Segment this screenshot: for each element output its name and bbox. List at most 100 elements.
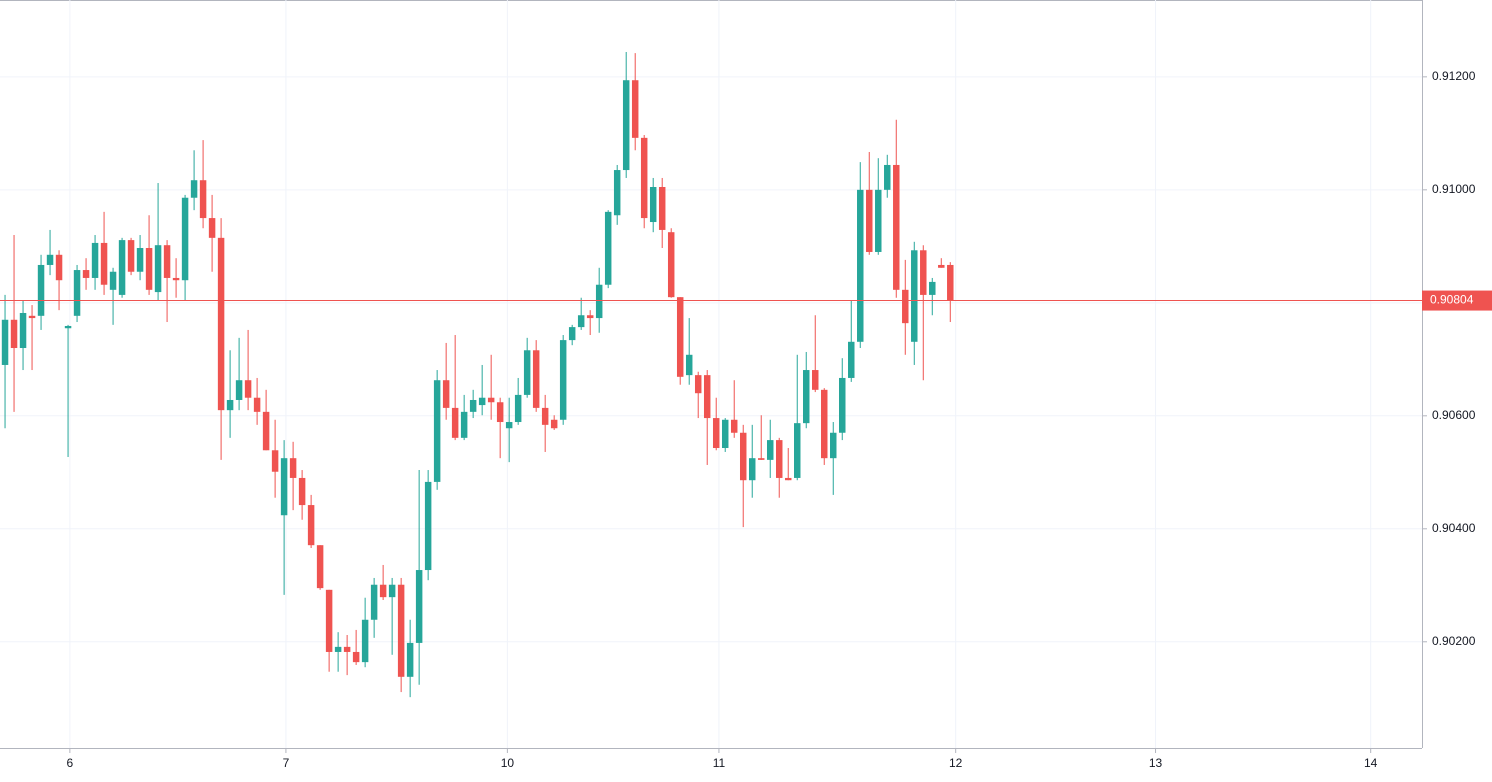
candle-body (397, 584, 405, 677)
candle-body (830, 432, 837, 459)
candle-body (316, 545, 324, 589)
candle-body (334, 646, 342, 652)
candle-body (604, 211, 612, 285)
candle-body (235, 380, 243, 400)
candle-body (127, 240, 135, 272)
candle-body (586, 315, 594, 319)
candle-body (730, 419, 738, 433)
candle-body (478, 397, 486, 406)
candle-body (775, 440, 783, 478)
candle-body (929, 281, 936, 295)
candle-body (298, 477, 306, 506)
candle-body (424, 481, 432, 571)
candle-body (884, 164, 891, 190)
candle-body (217, 237, 225, 411)
x-tick-label: 10 (501, 756, 515, 770)
x-tick-label: 7 (283, 756, 290, 770)
candle-body (1, 319, 9, 365)
candle-body (388, 584, 396, 598)
x-tick-label: 11 (713, 756, 726, 770)
candle-body (37, 264, 45, 316)
candle-body (550, 419, 558, 429)
candle-body (289, 458, 297, 478)
candle-body (460, 411, 468, 438)
candle-body (568, 327, 576, 341)
candle-body (469, 399, 477, 412)
last-price-label: 0.90804 (1430, 293, 1474, 307)
candle-body (821, 389, 828, 459)
candle-body (55, 254, 63, 281)
candle-body (911, 250, 918, 342)
candle-body (451, 407, 459, 438)
candle-body (739, 432, 747, 481)
candle-body (757, 458, 765, 460)
candle-body (920, 250, 927, 295)
candle-body (694, 375, 702, 394)
candle-body (893, 164, 900, 290)
candle-body (577, 315, 585, 328)
candle-body (28, 315, 36, 319)
candle-body (118, 240, 126, 295)
candle-body (145, 248, 153, 290)
candle-body (280, 458, 288, 516)
candle-body (613, 170, 621, 216)
last-price-box (1422, 290, 1492, 311)
candle-body (496, 402, 504, 423)
candle-body (947, 264, 954, 301)
candle-body (875, 189, 882, 252)
x-tick-label: 13 (1149, 756, 1163, 770)
candle-body (415, 570, 423, 643)
candle-body (857, 189, 864, 342)
candle-body (433, 380, 441, 482)
candle-body (839, 377, 846, 433)
y-tick-label: 0.91200 (1432, 69, 1476, 83)
candle-body (343, 646, 351, 652)
candle-body (379, 584, 387, 598)
candle-body (685, 354, 693, 376)
candle-body (271, 450, 279, 472)
candle-body (136, 248, 144, 272)
candle-body (631, 80, 639, 138)
candle-body (748, 458, 756, 481)
candle-body (262, 411, 270, 451)
candle-body (442, 380, 450, 408)
candle-body (784, 477, 792, 481)
x-tick-label: 6 (67, 756, 74, 770)
y-tick-label: 0.90600 (1432, 408, 1476, 422)
candle-body (676, 297, 684, 377)
candle-body (307, 505, 315, 546)
candle-body (866, 189, 873, 252)
candle-body (803, 370, 810, 424)
candle-body (199, 180, 207, 219)
y-tick-label: 0.91000 (1432, 182, 1476, 196)
candle-body (10, 319, 18, 349)
candle-body (541, 407, 549, 425)
candle-body (370, 584, 378, 620)
candle-body (514, 394, 522, 423)
candle-body (649, 187, 657, 223)
candle-body (46, 254, 54, 265)
candle-body (595, 284, 603, 319)
candle-body (766, 440, 774, 460)
candle-body (712, 418, 720, 449)
y-tick-label: 0.90400 (1432, 521, 1476, 535)
candle-body (163, 245, 171, 278)
candle-body (938, 264, 945, 268)
candle-body (559, 340, 567, 420)
candle-body (100, 242, 108, 285)
candle-body (208, 218, 216, 238)
candle-body (82, 270, 90, 278)
y-tick-label: 0.90200 (1432, 634, 1476, 648)
candle-body (902, 289, 909, 324)
candle-body (361, 619, 369, 663)
candle-body (73, 270, 81, 316)
candle-body (622, 80, 630, 171)
x-tick-label: 14 (1364, 756, 1378, 770)
candle-body (91, 242, 99, 278)
candle-body (406, 642, 414, 677)
x-tick-label: 12 (949, 756, 963, 770)
candle-body (658, 187, 666, 230)
candle-body (154, 245, 162, 293)
candle-body (505, 422, 513, 429)
